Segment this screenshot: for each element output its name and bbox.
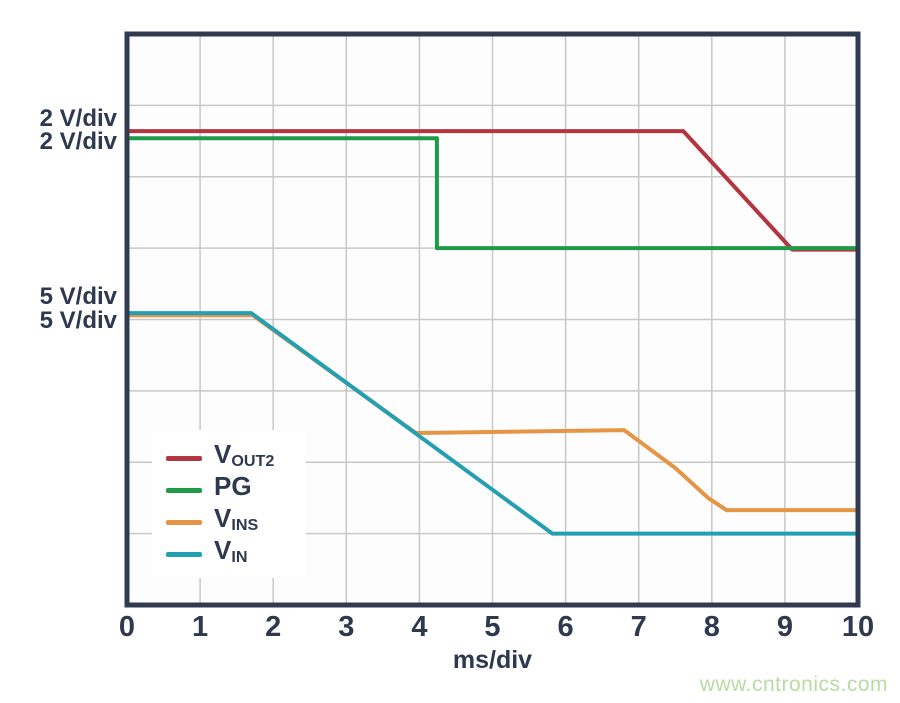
legend-item-vout2: VOUT2 xyxy=(166,439,306,474)
x-tick-label: 7 xyxy=(630,611,647,643)
legend-label-vout2: VOUT2 xyxy=(214,439,275,471)
x-tick-label: 4 xyxy=(411,611,428,643)
legend-swatch-pg xyxy=(166,487,202,493)
watermark-text: www.cntronics.com xyxy=(699,673,888,696)
legend-item-vins: VINS xyxy=(166,503,306,538)
x-tick-label: 0 xyxy=(118,611,136,643)
channel-scale-label-vin: 5 V/div xyxy=(39,307,117,334)
legend-item-vin: VIN xyxy=(166,535,306,570)
x-tick-label: 2 xyxy=(265,611,282,643)
legend-swatch-vins xyxy=(166,519,202,525)
legend-swatch-vin xyxy=(166,551,202,557)
x-tick-label: 1 xyxy=(192,611,209,643)
legend-label-pg: PG xyxy=(214,471,252,502)
legend-item-pg: PG xyxy=(166,471,306,506)
chart-legend: VOUT2 PG VINS VIN xyxy=(152,430,306,578)
x-tick-label: 9 xyxy=(776,611,793,643)
x-tick-label: 8 xyxy=(703,611,720,643)
channel-scale-label-vout2: 2 V/div xyxy=(39,105,117,132)
legend-label-vins: VINS xyxy=(214,503,259,535)
x-axis-title: ms/div xyxy=(452,646,533,674)
x-tick-label: 3 xyxy=(338,611,355,643)
x-tick-label: 5 xyxy=(484,611,501,643)
x-tick-label: 10 xyxy=(841,611,875,643)
x-tick-label: 6 xyxy=(557,611,574,643)
channel-scale-label-vins: 5 V/div xyxy=(39,283,117,310)
legend-swatch-vout2 xyxy=(166,455,202,461)
legend-label-vin: VIN xyxy=(214,535,248,567)
channel-scale-label-pg: 2 V/div xyxy=(39,128,117,155)
